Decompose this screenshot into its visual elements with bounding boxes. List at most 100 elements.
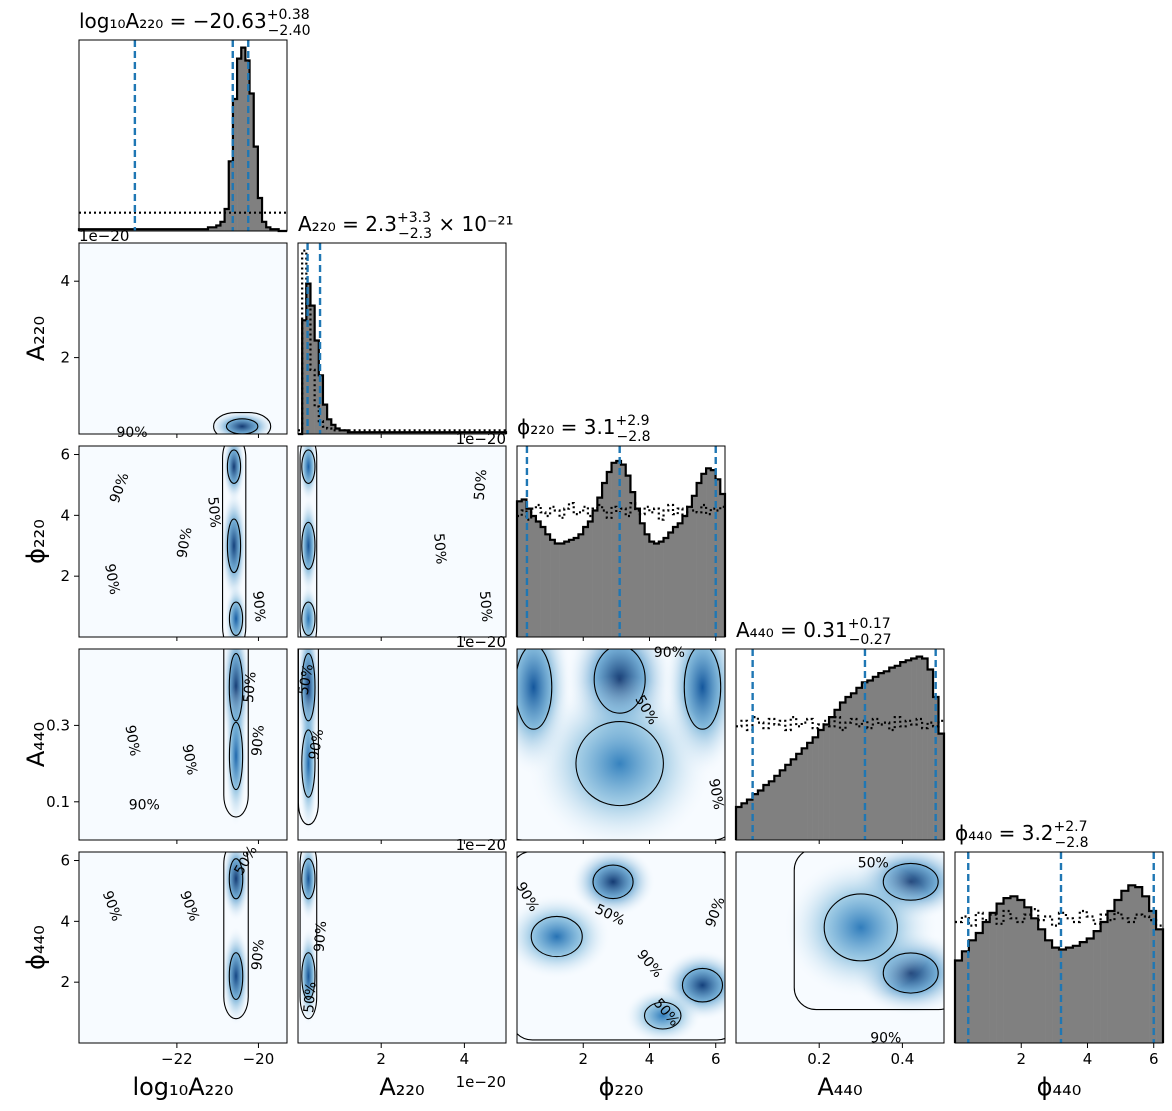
x-axis-label: log₁₀A₂₂₀ [132,1073,233,1101]
x-axis-label: A₄₄₀ [817,1073,862,1101]
density-blob [224,583,248,637]
hist-bar [1100,921,1108,1043]
panel-2d-phi220-phi440 [516,851,726,1044]
contour-90 [793,852,944,1011]
hist-bar [535,521,541,637]
contour-label: 90% [249,939,268,971]
hist-bar [720,493,726,637]
density-background [298,649,506,840]
contour-label: 90% [249,724,268,756]
hist-bar [1010,896,1018,1043]
hist-bar [266,227,271,231]
hist-bar [318,375,324,434]
contour-90 [517,852,725,1041]
contour-90 [299,446,318,637]
x-tick-label: 2 [1016,1050,1026,1068]
density-blob [298,852,318,921]
hist-bar [774,775,781,840]
contour-50 [823,893,898,962]
y-tick-label: 0.1 [46,793,70,811]
contour-50 [301,858,316,900]
panel-frame [735,648,945,841]
hist-bar [968,940,977,1043]
x-tick-label: 4 [460,1050,470,1068]
contour-label: 90% [249,590,268,622]
hist-bar [327,419,332,434]
hist-bar [801,748,808,840]
hist-bar [1045,940,1053,1043]
hist-bar [687,506,693,637]
hist-bar [212,227,217,231]
hist-bar [302,320,307,434]
hist-bar [1065,947,1074,1043]
hist-outline [77,46,287,233]
density-blob [624,987,701,1043]
hist-bar [249,93,255,231]
hist-bar [550,539,556,637]
hist-bar [856,687,863,840]
hist-bar [1135,887,1143,1043]
hist-bar [938,733,945,840]
hist-bar [583,526,589,637]
contour-50 [301,521,316,570]
x-tick-label: −22 [161,1050,193,1068]
hist-bar [540,526,546,637]
density-blob [571,852,655,917]
density-background [79,243,287,434]
hist-bar [331,424,336,434]
hist-bar [741,803,748,840]
hist-bar [823,724,830,840]
hist-bar [779,770,786,840]
x-tick-label: 6 [1149,1050,1159,1068]
hist-bar [1156,929,1164,1043]
hist-bar [635,508,641,637]
density-background [79,446,287,637]
hist-bar [207,227,213,231]
offset-text: 1e−20 [79,227,129,245]
contour-label: 90% [121,724,142,757]
hist-bar [1024,907,1032,1043]
y-tick-label: 2 [60,973,70,991]
hist-bar [262,221,267,231]
hist-bar [625,475,631,637]
contour-label: 50% [858,856,889,872]
prior-hist [955,908,1163,927]
hist-bar [526,508,532,637]
hist-bar [517,501,523,637]
hist-bar [763,784,770,840]
y-axis-label: A₂₂₀ [22,316,50,361]
hist-bar [253,146,259,231]
hist-bar [796,753,802,840]
density-blob [221,927,251,1026]
hist-bar [644,534,650,637]
panel-2d-logA220-phi220 [78,445,288,638]
hist-bar [1003,898,1011,1043]
x-tick-label: 2 [578,1050,588,1068]
panel-1d-A440 [734,648,946,841]
panel-frame [78,242,288,435]
panel-2d-logA220-A220 [78,242,288,435]
hist-outline [734,655,946,840]
hist-bar [654,543,660,637]
hist-bar [736,806,742,840]
hist-bar [606,471,612,637]
y-axis-label: ϕ₂₂₀ [22,519,50,564]
hist-bar [220,221,225,231]
hist-bar [872,676,879,840]
hist-bar [710,470,716,637]
panel-title: ϕ₄₄₀ = 3.2+2.7 −2.8 [955,819,1089,851]
panel-frame [954,851,1164,1044]
density-background [298,446,506,637]
contour-50 [228,653,244,722]
panel-background [298,243,506,434]
prior-hist [736,716,944,732]
contour-50 [592,864,634,900]
hist-bar [335,428,340,434]
hist-bar [241,47,246,231]
contour-50 [301,653,316,722]
panel-frame [78,648,288,841]
hist-bar [715,479,721,637]
contour-label: 90% [174,526,195,559]
hist-bar [677,523,683,637]
density-blob [517,894,611,979]
